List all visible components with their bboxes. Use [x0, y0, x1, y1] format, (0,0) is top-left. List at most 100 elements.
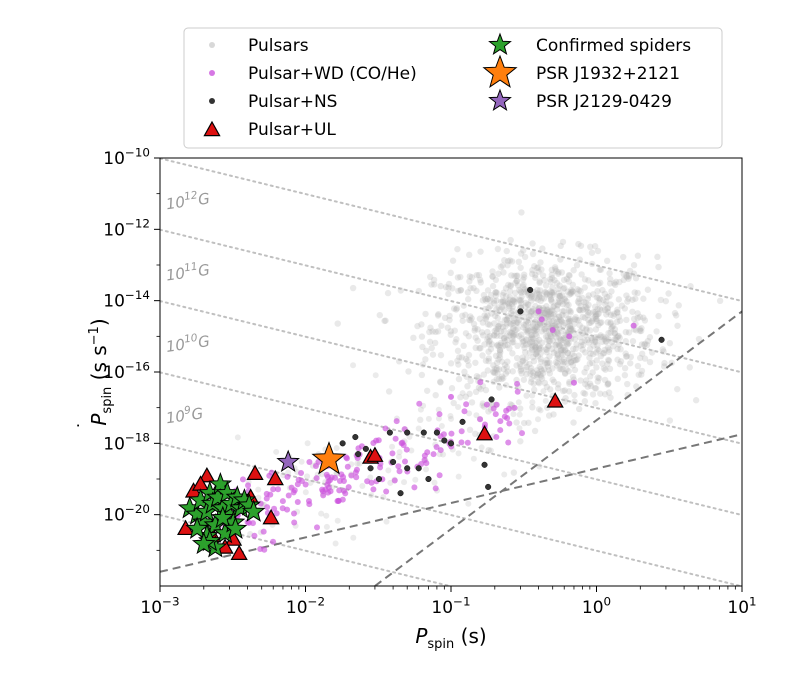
- spider-point: [210, 505, 235, 529]
- pulsar-point: [535, 370, 542, 377]
- pulsar-point: [507, 330, 514, 337]
- pulsar-point: [490, 362, 497, 369]
- pulsar-point: [533, 374, 540, 381]
- pulsar-point: [541, 379, 549, 387]
- pulsar-point: [530, 311, 538, 318]
- pulsar-point: [522, 336, 530, 343]
- pulsar-point: [423, 466, 430, 473]
- pulsar-point: [545, 342, 552, 350]
- pulsar-point: [606, 275, 614, 283]
- pulsar-point: [532, 347, 539, 354]
- pulsar-point: [543, 348, 550, 356]
- pulsar-point: [426, 328, 433, 336]
- pulsar-point: [623, 316, 630, 324]
- pulsar-point: [543, 306, 551, 314]
- pulsar-point: [447, 328, 455, 335]
- pulsar-point: [570, 320, 578, 328]
- pulsar-point: [565, 355, 573, 362]
- pulsar-point: [612, 281, 619, 289]
- pulsar-point: [509, 332, 517, 339]
- pulsar-wd-point: [458, 439, 465, 446]
- pulsar-point: [605, 348, 613, 355]
- pulsar-point: [528, 346, 536, 353]
- pulsar-point: [629, 296, 636, 303]
- pulsar-point: [514, 272, 521, 279]
- pulsar-wd-point: [399, 439, 406, 446]
- pulsar-point: [465, 333, 472, 340]
- pulsar-point: [545, 412, 553, 419]
- pulsar-wd-point: [383, 488, 390, 495]
- pulsar-wd-point: [370, 439, 377, 446]
- pulsar-point: [525, 340, 533, 348]
- pulsar-ul-point: [230, 544, 248, 560]
- pulsar-wd-point: [505, 439, 512, 446]
- pulsar-point: [594, 287, 601, 295]
- pulsar-point: [569, 350, 576, 357]
- pulsar-point: [569, 281, 577, 288]
- pulsar-point: [437, 378, 444, 385]
- pulsar-point: [487, 447, 494, 454]
- pulsar-point: [716, 297, 724, 305]
- pulsar-wd-point: [448, 430, 455, 437]
- pulsar-point: [614, 375, 621, 383]
- pulsar-ns-point: [362, 445, 369, 452]
- pulsar-wd-point: [393, 418, 400, 425]
- pulsar-point: [545, 308, 553, 316]
- pulsar-point: [520, 419, 528, 427]
- pulsar-point: [641, 341, 648, 348]
- pulsar-point: [499, 262, 506, 269]
- pulsar-point: [522, 303, 529, 310]
- pulsar-point: [500, 269, 507, 276]
- pulsar-point: [591, 338, 598, 345]
- pulsar-point: [629, 338, 637, 345]
- pulsar-point: [556, 299, 563, 306]
- pulsar-wd-point: [323, 471, 330, 478]
- pulsar-point: [531, 427, 539, 435]
- pulsar-point: [499, 297, 507, 305]
- pulsar-point: [508, 272, 515, 279]
- pulsar-point: [561, 296, 568, 303]
- pulsar-point: [485, 348, 492, 355]
- pulsar-point: [517, 250, 525, 257]
- field-line: [160, 228, 742, 374]
- pulsar-point: [496, 347, 504, 354]
- pulsar-point: [563, 340, 571, 347]
- pulsar-point: [512, 279, 519, 286]
- pulsar-point: [555, 295, 562, 302]
- pulsar-point: [616, 317, 624, 324]
- pulsar-point: [494, 325, 502, 332]
- pulsar-point: [427, 324, 434, 331]
- pulsar-point: [559, 347, 566, 354]
- pulsar-point: [610, 280, 618, 287]
- pulsar-point: [484, 295, 491, 303]
- pulsar-point: [525, 306, 532, 314]
- pulsar-point: [542, 333, 550, 340]
- pulsar-point: [578, 271, 585, 278]
- pulsar-point: [515, 332, 523, 340]
- legend-label: Pulsar+WD (CO/He): [248, 64, 417, 84]
- pulsar-point: [354, 460, 361, 467]
- pulsar-point: [568, 288, 575, 296]
- pulsar-point: [549, 274, 556, 282]
- pulsar-point: [567, 326, 575, 333]
- pulsar-point: [381, 317, 388, 325]
- pulsar-point: [491, 327, 498, 335]
- pulsar-point: [577, 342, 585, 349]
- pulsar-point: [529, 240, 536, 247]
- pulsar-point: [571, 316, 579, 323]
- pulsar-point: [604, 360, 611, 368]
- pulsar-point: [553, 362, 561, 369]
- pulsar-point: [604, 344, 612, 351]
- pulsar-point: [542, 346, 550, 353]
- pulsar-point: [466, 390, 473, 398]
- field-line: [160, 442, 742, 586]
- pulsar-point: [625, 295, 632, 302]
- pulsar-point: [665, 290, 672, 297]
- pulsar-point: [496, 347, 504, 354]
- psr-j2129-point: [276, 449, 300, 473]
- pulsar-point: [528, 332, 536, 339]
- pulsar-point: [482, 315, 490, 323]
- pulsar-wd-point: [343, 454, 350, 461]
- pulsar-point: [455, 450, 462, 457]
